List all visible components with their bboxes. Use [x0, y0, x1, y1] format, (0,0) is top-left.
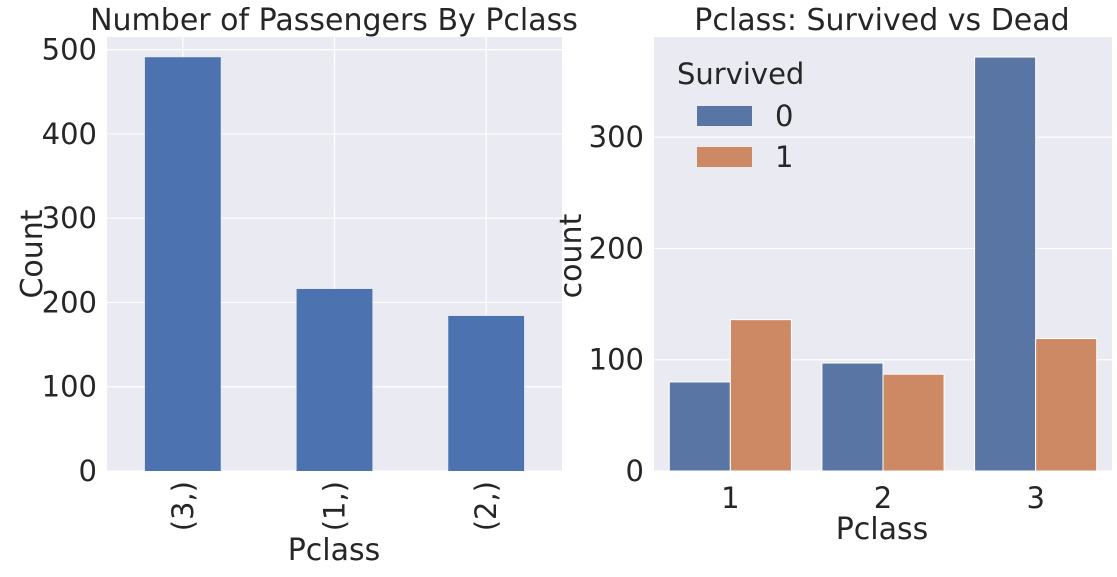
y-tick-labels: 0 100 200 300 [589, 120, 644, 488]
chart-title: Pclass: Survived vs Dead [694, 3, 1069, 38]
x-tick-labels: (3,) (1,) (2,) [166, 481, 503, 531]
y-tick-label: 0 [79, 454, 97, 488]
y-tick-label: 100 [589, 343, 644, 377]
x-tick-label: (1,) [318, 481, 352, 531]
chart-pclass-count: 0 100 200 300 400 500 (3,) (1,) (2,) Number of … [15, 3, 578, 568]
bar-(3,) [144, 57, 221, 471]
y-tick-label: 500 [42, 33, 97, 67]
bar-pclass-2-survived-0 [821, 362, 884, 472]
bars [144, 57, 525, 471]
y-tick-label: 100 [42, 370, 97, 404]
bar-(2,) [448, 315, 525, 471]
chart-title: Number of Passengers By Pclass [90, 3, 578, 38]
legend-swatch-1 [697, 147, 752, 167]
y-tick-label: 300 [42, 201, 97, 235]
legend-swatch-0 [697, 106, 752, 126]
x-tick-label: (2,) [469, 481, 503, 531]
x-tick-label: 1 [721, 481, 739, 515]
y-tick-label: 200 [42, 285, 97, 319]
y-tick-label: 200 [589, 231, 644, 265]
y-tick-label: 400 [42, 117, 97, 151]
bar-pclass-1-survived-0 [668, 381, 731, 472]
bar-pclass-3-survived-1 [1035, 338, 1098, 472]
legend-title: Survived [677, 57, 804, 91]
legend: Survived 0 1 [677, 57, 804, 174]
x-axis-label: Pclass [836, 512, 929, 547]
bar-pclass-1-survived-1 [729, 319, 792, 472]
x-tick-labels: 1 2 3 [721, 481, 1045, 515]
legend-label-1: 1 [775, 140, 793, 174]
x-axis-label: Pclass [288, 533, 381, 568]
x-tick-label: 3 [1026, 481, 1044, 515]
y-tick-label: 0 [626, 454, 644, 488]
y-tick-label: 300 [589, 120, 644, 154]
y-axis-label: Count [15, 209, 50, 298]
x-tick-label: 2 [874, 481, 892, 515]
bar-pclass-2-survived-1 [882, 373, 945, 472]
y-tick-labels: 0 100 200 300 400 500 [42, 33, 97, 488]
x-tick-label: (3,) [166, 481, 200, 531]
bar-pclass-3-survived-0 [974, 56, 1037, 472]
legend-label-0: 0 [775, 99, 793, 133]
bars [668, 56, 1098, 472]
y-axis-label: count [554, 213, 589, 298]
bar-(1,) [296, 288, 373, 471]
